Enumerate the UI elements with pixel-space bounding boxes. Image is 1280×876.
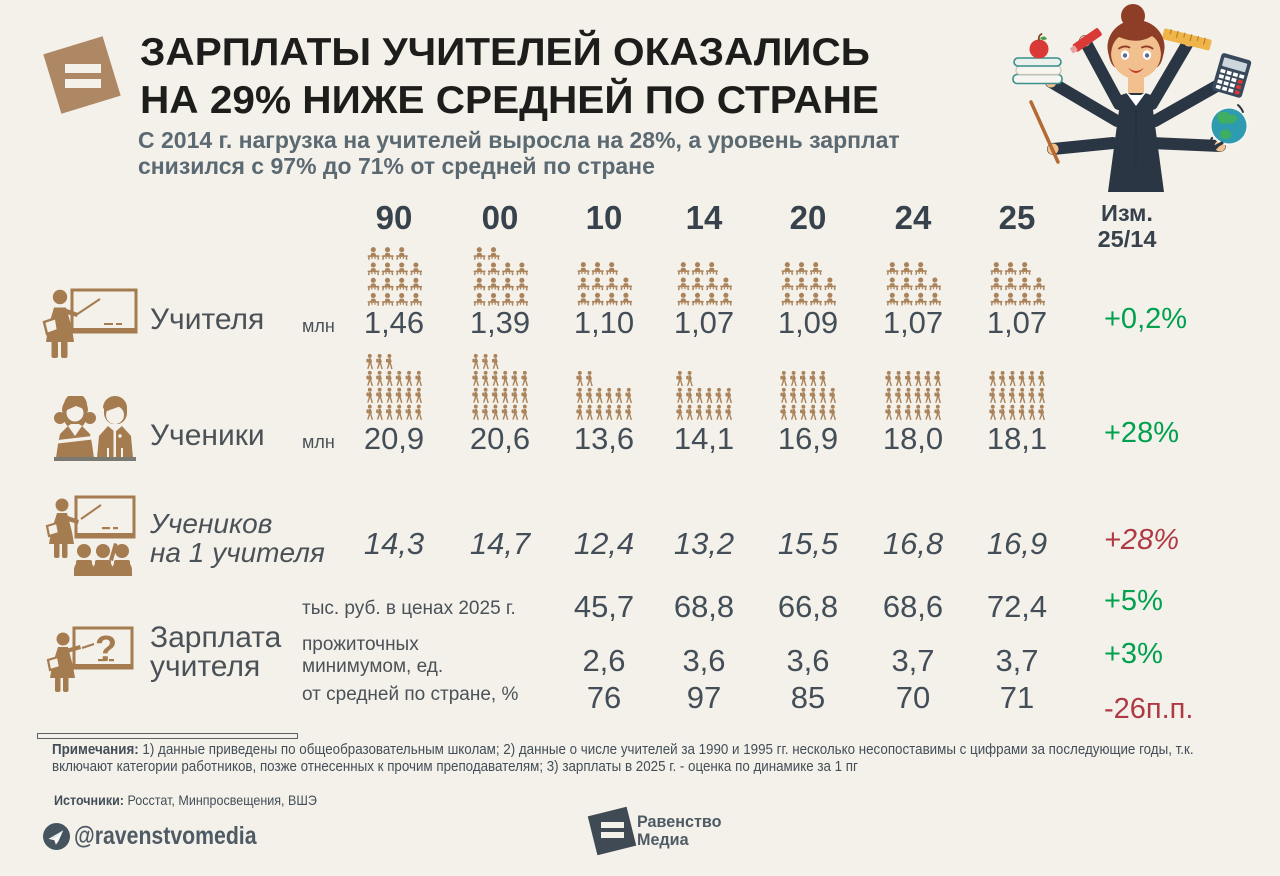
svg-text:?: ? — [95, 628, 117, 669]
